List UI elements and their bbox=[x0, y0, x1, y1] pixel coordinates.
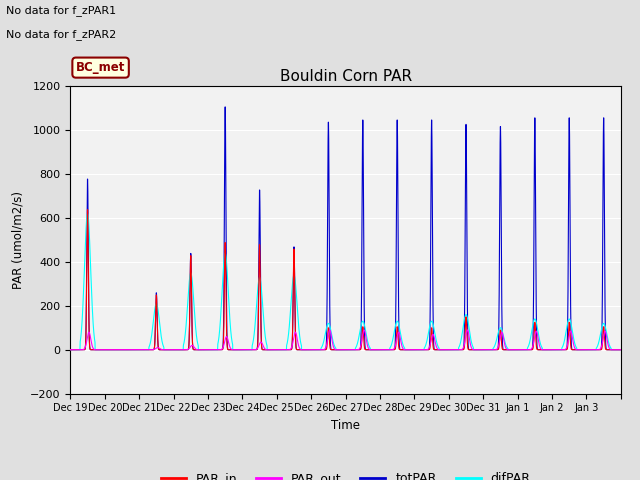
X-axis label: Time: Time bbox=[331, 419, 360, 432]
Text: No data for f_zPAR1: No data for f_zPAR1 bbox=[6, 5, 116, 16]
Title: Bouldin Corn PAR: Bouldin Corn PAR bbox=[280, 69, 412, 84]
Y-axis label: PAR (umol/m2/s): PAR (umol/m2/s) bbox=[12, 191, 24, 289]
Legend: PAR_in, PAR_out, totPAR, difPAR: PAR_in, PAR_out, totPAR, difPAR bbox=[156, 468, 536, 480]
Text: BC_met: BC_met bbox=[76, 61, 125, 74]
Text: No data for f_zPAR2: No data for f_zPAR2 bbox=[6, 29, 116, 40]
